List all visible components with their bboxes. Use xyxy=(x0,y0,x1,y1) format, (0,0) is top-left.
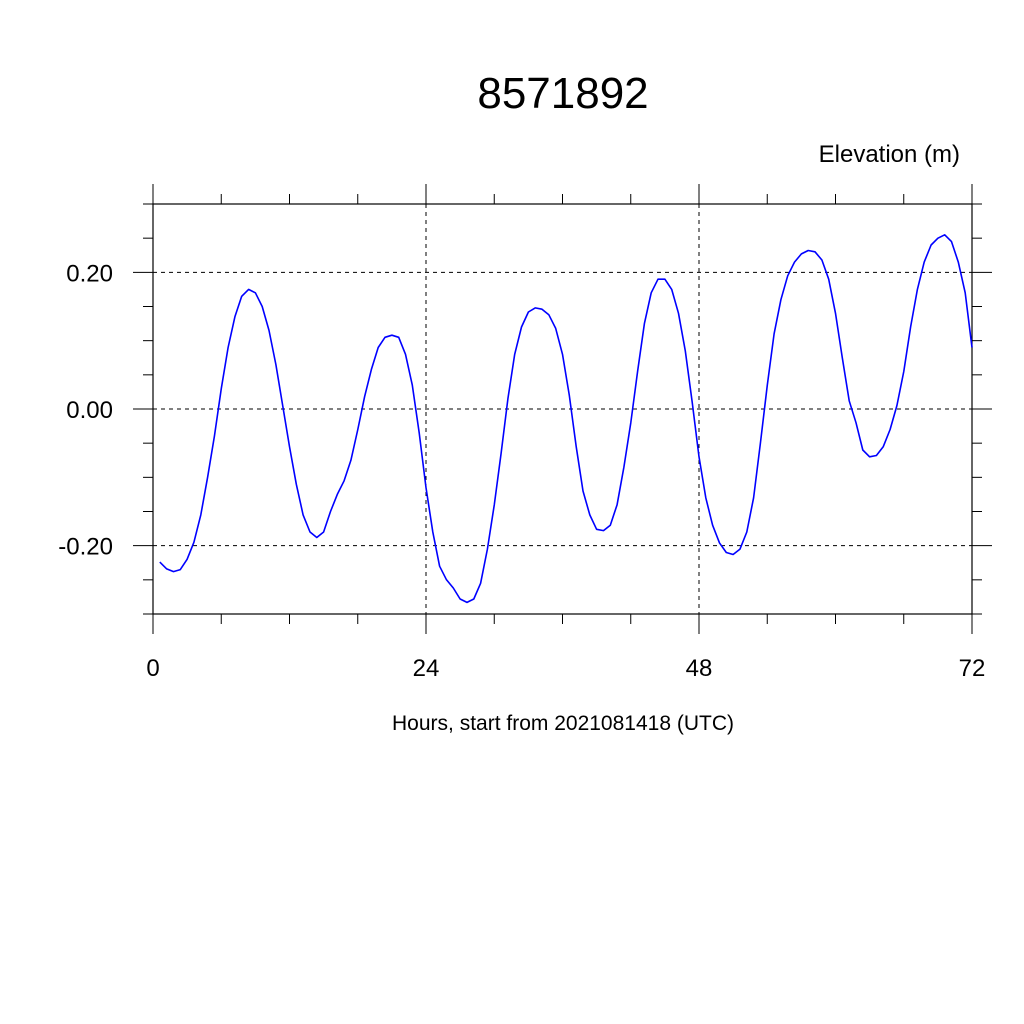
tick-labels: 0 24 48 72 -0.20 0.00 0.20 xyxy=(58,260,985,682)
y-tick-label: 0.20 xyxy=(66,260,113,287)
y-tick-label: -0.20 xyxy=(58,534,113,561)
x-tick-label: 24 xyxy=(413,655,440,682)
x-tick-label: 48 xyxy=(686,655,713,682)
x-tick-label: 72 xyxy=(959,655,986,682)
x-axis-label: Hours, start from 2021081418 (UTC) xyxy=(392,712,734,735)
y-axis-label: Elevation (m) xyxy=(819,141,960,168)
y-tick-label: 0.00 xyxy=(66,397,113,424)
grid-lines xyxy=(152,204,973,614)
x-tick-label: 0 xyxy=(146,655,159,682)
series-line xyxy=(159,234,973,604)
chart-title: 8571892 xyxy=(477,69,648,118)
tick-marks xyxy=(133,184,992,634)
series-group xyxy=(159,234,973,604)
